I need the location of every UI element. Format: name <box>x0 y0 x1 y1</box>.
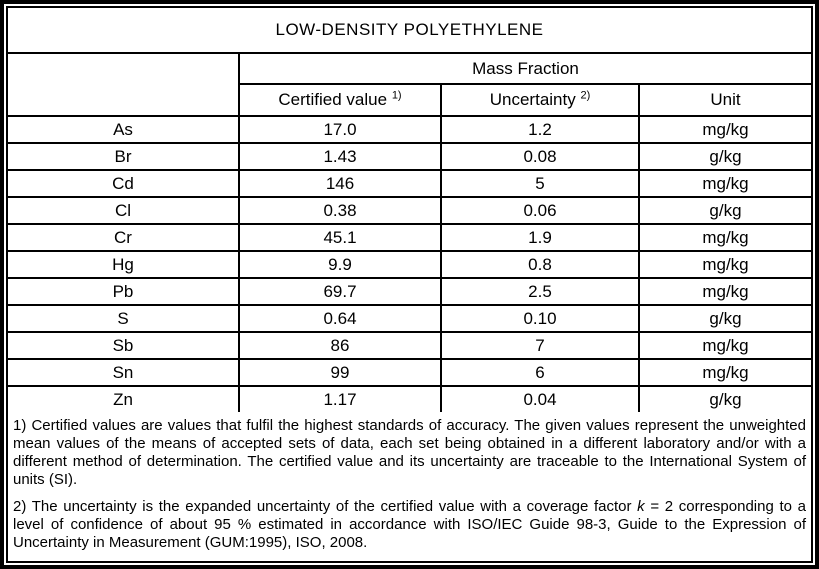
unit-cell: mg/kg <box>638 277 811 306</box>
table-row: Pb 69.7 2.5 mg/kg <box>8 277 811 306</box>
footnote1-ref: 1) <box>391 89 402 102</box>
element-cell: Cr <box>8 223 240 252</box>
certified-values-table: LOW-DENSITY POLYETHYLENE Mass Fraction C… <box>8 8 811 413</box>
uncertainty-cell: 1.9 <box>440 223 640 252</box>
footnote-2-text: 2) The uncertainty is the expanded uncer… <box>13 498 638 515</box>
certified-value-cell: 69.7 <box>238 277 442 306</box>
certified-value-cell: 17.0 <box>238 115 442 144</box>
certified-value-cell: 0.64 <box>238 304 442 333</box>
table-row: Zn 1.17 0.04 g/kg <box>8 385 811 413</box>
footnote-2: 2) The uncertainty is the expanded uncer… <box>13 498 806 552</box>
unit-cell: g/kg <box>638 142 811 171</box>
certified-value-cell: 0.38 <box>238 196 442 225</box>
table-row: Br 1.43 0.08 g/kg <box>8 142 811 171</box>
element-cell: Zn <box>8 385 240 413</box>
unit-cell: g/kg <box>638 304 811 333</box>
uncertainty-cell: 2.5 <box>440 277 640 306</box>
table-row: Sn 99 6 mg/kg <box>8 358 811 387</box>
certified-value-cell: 146 <box>238 169 442 198</box>
table-row: S 0.64 0.10 g/kg <box>8 304 811 333</box>
footnote2-ref: 2) <box>580 89 591 102</box>
unit-cell: mg/kg <box>638 223 811 252</box>
table-row: Cl 0.38 0.06 g/kg <box>8 196 811 225</box>
uncertainty-cell: 6 <box>440 358 640 387</box>
element-cell: Cl <box>8 196 240 225</box>
footnote-1: 1) Certified values are values that fulf… <box>13 417 806 488</box>
unit-cell: mg/kg <box>638 115 811 144</box>
unit-cell: mg/kg <box>638 358 811 387</box>
unit-header: Unit <box>638 83 811 117</box>
element-cell: Br <box>8 142 240 171</box>
uncertainty-cell: 5 <box>440 169 640 198</box>
footnote-2-text-continued: = 2 corresponding to a level of confiden… <box>13 498 806 551</box>
certified-value-cell: 9.9 <box>238 250 442 279</box>
table-row: As 17.0 1.2 mg/kg <box>8 115 811 144</box>
table-row: Cr 45.1 1.9 mg/kg <box>8 223 811 252</box>
uncertainty-cell: 0.10 <box>440 304 640 333</box>
unit-cell: g/kg <box>638 385 811 413</box>
group-header-row: Mass Fraction <box>8 52 811 117</box>
element-cell: Sb <box>8 331 240 360</box>
certified-value-label: Certified value <box>278 90 388 109</box>
title-row: LOW-DENSITY POLYETHYLENE <box>8 8 811 54</box>
certificate-frame: LOW-DENSITY POLYETHYLENE Mass Fraction C… <box>6 6 813 563</box>
uncertainty-cell: 0.06 <box>440 196 640 225</box>
unit-cell: mg/kg <box>638 331 811 360</box>
certified-value-cell: 1.17 <box>238 385 442 413</box>
element-cell: As <box>8 115 240 144</box>
column-header-row: Certified value 1) Uncertainty 2) Unit <box>8 83 811 117</box>
certified-value-cell: 99 <box>238 358 442 387</box>
mass-fraction-header: Mass Fraction <box>238 52 811 85</box>
element-cell: Hg <box>8 250 240 279</box>
footnotes: 1) Certified values are values that fulf… <box>8 412 811 552</box>
uncertainty-label: Uncertainty <box>489 90 576 109</box>
table-row: Hg 9.9 0.8 mg/kg <box>8 250 811 279</box>
page-title: LOW-DENSITY POLYETHYLENE <box>8 8 811 54</box>
element-header-cell-empty <box>8 52 240 117</box>
element-cell: Pb <box>8 277 240 306</box>
uncertainty-cell: 1.2 <box>440 115 640 144</box>
coverage-factor-symbol: k <box>637 498 645 515</box>
certified-value-cell: 45.1 <box>238 223 442 252</box>
uncertainty-cell: 0.04 <box>440 385 640 413</box>
uncertainty-cell: 7 <box>440 331 640 360</box>
table-row: Sb 86 7 mg/kg <box>8 331 811 360</box>
uncertainty-cell: 0.08 <box>440 142 640 171</box>
certified-value-cell: 86 <box>238 331 442 360</box>
unit-cell: mg/kg <box>638 250 811 279</box>
element-cell: S <box>8 304 240 333</box>
unit-cell: mg/kg <box>638 169 811 198</box>
unit-cell: g/kg <box>638 196 811 225</box>
uncertainty-header: Uncertainty 2) <box>440 83 640 117</box>
certified-value-cell: 1.43 <box>238 142 442 171</box>
certified-value-header: Certified value 1) <box>238 83 442 117</box>
table-row: Cd 146 5 mg/kg <box>8 169 811 198</box>
uncertainty-cell: 0.8 <box>440 250 640 279</box>
element-cell: Sn <box>8 358 240 387</box>
element-cell: Cd <box>8 169 240 198</box>
